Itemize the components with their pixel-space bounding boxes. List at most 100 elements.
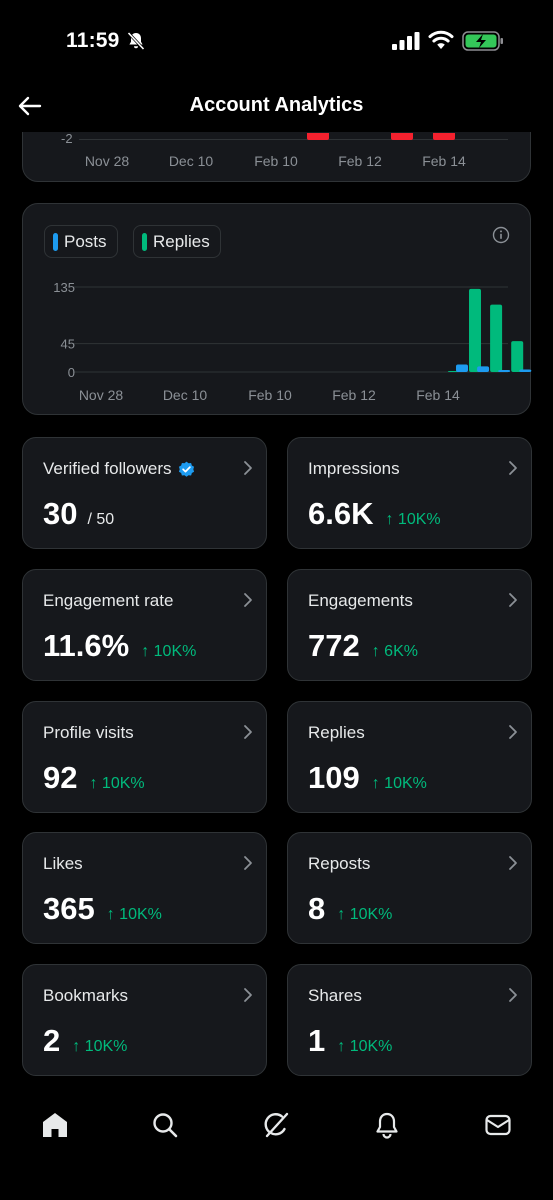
stat-label: Impressions xyxy=(308,459,400,479)
y-tick-label: 0 xyxy=(68,365,75,380)
stat-value: 6.6K xyxy=(308,496,374,531)
chevron-right-icon xyxy=(244,856,252,870)
status-time: 11:59 xyxy=(66,29,120,52)
stat-label-text: Engagements xyxy=(308,591,413,610)
stat-change: ↑ 10K% xyxy=(106,906,162,923)
legend-swatch xyxy=(53,232,58,251)
x-axis-label: Feb 12 xyxy=(338,153,382,169)
stat-value-row: 92 ↑ 10K% xyxy=(43,760,145,796)
stat-card[interactable]: Impressions 6.6K ↑ 10K% xyxy=(287,437,532,549)
y-tick-label: 135 xyxy=(53,280,75,295)
search-icon[interactable] xyxy=(150,1110,180,1140)
stat-change: ↑ 10K% xyxy=(72,1038,128,1055)
stat-value: 30 xyxy=(43,496,78,531)
stat-value-row: 6.6K ↑ 10K% xyxy=(308,496,441,532)
stat-card[interactable]: Bookmarks 2 ↑ 10K% xyxy=(22,964,267,1076)
chevron-right-icon xyxy=(244,593,252,607)
battery-charging-icon xyxy=(462,31,503,51)
stat-card[interactable]: Replies 109 ↑ 10K% xyxy=(287,701,532,813)
x-axis-label: Feb 14 xyxy=(422,153,466,169)
chevron-right-icon xyxy=(244,725,252,739)
chevron-right-icon xyxy=(509,593,517,607)
stat-label: Shares xyxy=(308,986,362,1006)
stat-label: Engagements xyxy=(308,591,413,611)
stat-card[interactable]: Engagements 772 ↑ 6K% xyxy=(287,569,532,681)
stat-value: 2 xyxy=(43,1023,61,1058)
stat-card[interactable]: Engagement rate 11.6% ↑ 10K% xyxy=(22,569,267,681)
stat-label: Verified followers xyxy=(43,459,195,479)
stat-label-text: Replies xyxy=(308,723,365,742)
stat-value: 8 xyxy=(308,891,326,926)
replies-bar xyxy=(469,288,481,372)
page-title: Account Analytics xyxy=(189,94,364,116)
x-axis-label: Feb 10 xyxy=(254,153,298,169)
stat-card[interactable]: Reposts 8 ↑ 10K% xyxy=(287,832,532,944)
notifications-icon[interactable] xyxy=(372,1110,402,1140)
stat-value-row: 1 ↑ 10K% xyxy=(308,1023,392,1059)
replies-bar xyxy=(511,341,524,372)
stat-label-text: Bookmarks xyxy=(43,986,129,1005)
bottom-tab-bar xyxy=(0,1090,553,1200)
stat-label: Engagement rate xyxy=(43,591,173,611)
stat-change: ↑ 10K% xyxy=(385,511,441,528)
posts-bar xyxy=(477,366,490,372)
stat-label-text: Likes xyxy=(43,854,83,873)
chevron-right-icon xyxy=(509,725,517,739)
stat-value-row: 772 ↑ 6K% xyxy=(308,628,418,664)
stat-value: 1 xyxy=(308,1023,326,1058)
stat-goal: / 50 xyxy=(87,511,115,528)
stat-card[interactable]: Shares 1 ↑ 10K% xyxy=(287,964,532,1076)
activity-chart-card: Posts Replies 135 45 0 Nov 28 Dec 10 Feb 10 Fe… xyxy=(22,203,532,415)
home-icon[interactable] xyxy=(40,1110,70,1140)
negative-bar xyxy=(307,133,329,140)
stat-value-row: 11.6% ↑ 10K% xyxy=(43,628,196,664)
stat-value-row: 109 ↑ 10K% xyxy=(308,760,427,796)
stat-label: Reposts xyxy=(308,854,370,874)
info-icon[interactable] xyxy=(492,226,510,244)
stat-label-text: Profile visits xyxy=(43,723,134,742)
negative-bar xyxy=(391,133,413,140)
x-tick-label: Feb 12 xyxy=(332,387,376,403)
bell-off-icon xyxy=(127,31,145,51)
gridline xyxy=(79,139,508,140)
stat-label-text: Impressions xyxy=(308,459,400,478)
x-tick-label: Nov 28 xyxy=(79,387,124,403)
verified-badge-icon xyxy=(178,461,194,477)
stat-card[interactable]: Profile visits 92 ↑ 10K% xyxy=(22,701,267,813)
x-tick-label: Dec 10 xyxy=(163,387,208,403)
stat-change: ↑ 10K% xyxy=(89,775,145,792)
posts-bar xyxy=(456,364,468,372)
stat-value: 772 xyxy=(308,628,360,663)
negative-bar xyxy=(433,133,455,140)
wifi-icon xyxy=(428,30,454,49)
chevron-right-icon xyxy=(244,461,252,475)
chevron-right-icon xyxy=(509,988,517,1002)
stat-value-row: 2 ↑ 10K% xyxy=(43,1023,127,1059)
bar-chart: 135 45 0 Nov 28 Dec 10 Feb 10 Feb 12 Feb 14 xyxy=(53,280,532,403)
stat-change: ↑ 6K% xyxy=(371,643,418,660)
messages-icon[interactable] xyxy=(483,1110,513,1140)
chevron-right-icon xyxy=(509,461,517,475)
stat-label: Bookmarks xyxy=(43,986,128,1006)
legend-posts[interactable]: Posts xyxy=(44,225,118,258)
posts-bar xyxy=(498,370,511,372)
legend-replies[interactable]: Replies xyxy=(133,225,221,258)
y-tick-label: 45 xyxy=(61,337,75,352)
legend-label: Replies xyxy=(153,231,210,251)
posts-bar xyxy=(519,369,532,372)
stat-card[interactable]: Likes 365 ↑ 10K% xyxy=(22,832,267,944)
x-tick-label: Feb 10 xyxy=(248,387,292,403)
back-arrow-icon[interactable] xyxy=(16,92,44,120)
stat-label-text: Shares xyxy=(308,986,362,1005)
stat-card[interactable]: Verified followers 30 / 50 xyxy=(22,437,267,549)
legend-label: Posts xyxy=(64,231,107,251)
stat-change: ↑ 10K% xyxy=(141,643,197,660)
chevron-right-icon xyxy=(509,856,517,870)
x-axis-label: Dec 10 xyxy=(168,153,214,169)
y-axis-label: -2 xyxy=(61,131,73,146)
stat-label: Likes xyxy=(43,854,83,874)
cellular-signal-icon xyxy=(392,32,420,50)
stat-value-row: 30 / 50 xyxy=(43,496,114,532)
grok-icon[interactable] xyxy=(261,1110,291,1140)
stat-value: 92 xyxy=(43,760,78,795)
